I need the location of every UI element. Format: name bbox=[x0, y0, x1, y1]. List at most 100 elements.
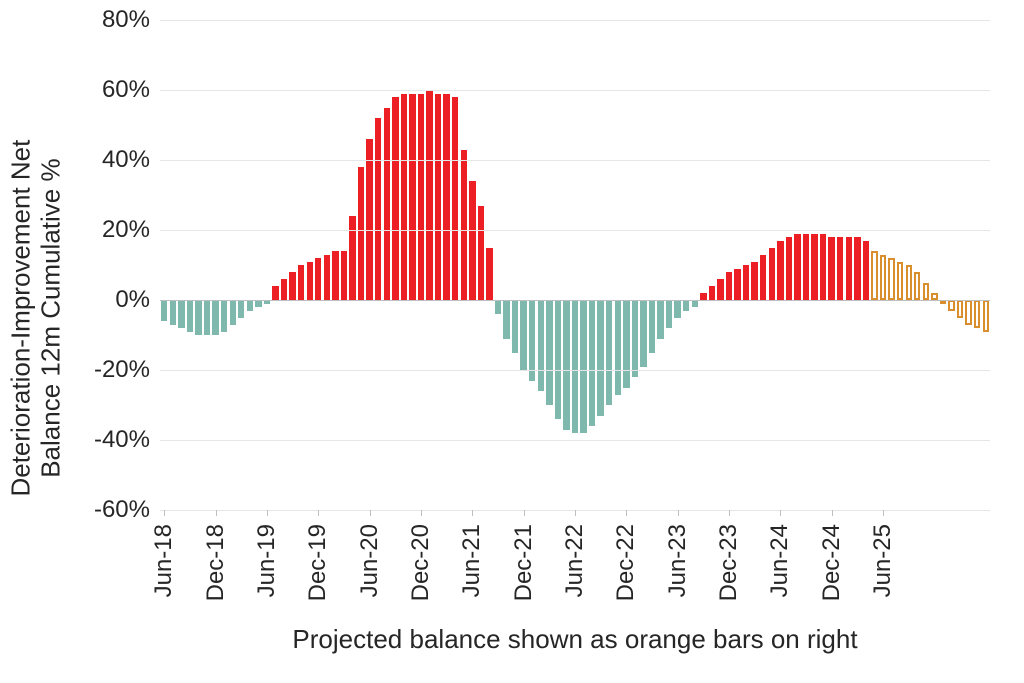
bar-negative bbox=[555, 300, 561, 419]
bar-negative bbox=[195, 300, 201, 335]
gridline bbox=[160, 20, 990, 21]
bar-positive bbox=[709, 286, 715, 300]
bar-layer bbox=[160, 20, 990, 510]
bar-positive bbox=[803, 234, 809, 301]
bar-positive bbox=[272, 286, 278, 300]
bar-negative bbox=[632, 300, 638, 377]
bar-negative bbox=[204, 300, 210, 335]
x-tick-label: Dec-24 bbox=[818, 524, 846, 601]
bar-negative bbox=[674, 300, 680, 318]
gridline bbox=[160, 90, 990, 91]
x-tick-mark bbox=[524, 510, 525, 516]
axis-baseline bbox=[160, 300, 990, 301]
bar-projected bbox=[983, 300, 989, 332]
x-tick-label: Jun-23 bbox=[664, 524, 692, 597]
bar-projected bbox=[871, 251, 877, 300]
bar-positive bbox=[315, 258, 321, 300]
bar-negative bbox=[589, 300, 595, 426]
x-tick-mark bbox=[780, 510, 781, 516]
bar-positive bbox=[751, 262, 757, 301]
x-tick-mark bbox=[832, 510, 833, 516]
bar-negative bbox=[666, 300, 672, 328]
bar-positive bbox=[435, 94, 441, 301]
bar-projected bbox=[965, 300, 971, 325]
bar-positive bbox=[478, 206, 484, 301]
x-tick-label: Jun-25 bbox=[869, 524, 897, 597]
bar-positive bbox=[760, 255, 766, 301]
bar-positive bbox=[443, 94, 449, 301]
bar-positive bbox=[298, 265, 304, 300]
bar-negative bbox=[572, 300, 578, 433]
gridline bbox=[160, 160, 990, 161]
bar-negative bbox=[520, 300, 526, 370]
bar-positive bbox=[358, 167, 364, 300]
bar-negative bbox=[606, 300, 612, 405]
bar-projected bbox=[931, 293, 937, 300]
bar-negative bbox=[657, 300, 663, 339]
bar-negative bbox=[640, 300, 646, 367]
bar-positive bbox=[281, 279, 287, 300]
x-tick-label: Dec-19 bbox=[304, 524, 332, 601]
y-axis-label-line1: Deterioration-Improvement Net bbox=[6, 139, 36, 496]
bar-negative bbox=[529, 300, 535, 381]
bar-projected bbox=[974, 300, 980, 328]
bar-projected bbox=[957, 300, 963, 318]
bar-positive bbox=[743, 265, 749, 300]
bar-negative bbox=[161, 300, 167, 321]
bar-negative bbox=[649, 300, 655, 353]
bar-positive bbox=[461, 150, 467, 301]
gridline bbox=[160, 370, 990, 371]
bar-positive bbox=[392, 97, 398, 300]
y-tick-label: 40% bbox=[102, 146, 160, 174]
bar-negative bbox=[692, 300, 698, 307]
bar-projected bbox=[914, 272, 920, 300]
x-tick-label: Jun-24 bbox=[766, 524, 794, 597]
bar-positive bbox=[375, 118, 381, 300]
bar-negative bbox=[546, 300, 552, 405]
x-tick-mark bbox=[421, 510, 422, 516]
bar-positive bbox=[769, 248, 775, 301]
bar-positive bbox=[846, 237, 852, 300]
y-tick-label: 20% bbox=[102, 216, 160, 244]
y-tick-label: -60% bbox=[94, 496, 160, 524]
bar-positive bbox=[341, 251, 347, 300]
bar-projected bbox=[948, 300, 954, 311]
bar-negative bbox=[563, 300, 569, 430]
chart-container: Deterioration-Improvement Net Balance 12… bbox=[0, 0, 1024, 683]
x-tick-label: Dec-21 bbox=[510, 524, 538, 601]
bar-positive bbox=[426, 90, 432, 300]
x-tick-mark bbox=[267, 510, 268, 516]
bar-positive bbox=[384, 108, 390, 301]
bar-positive bbox=[469, 181, 475, 300]
bar-positive bbox=[863, 241, 869, 301]
y-axis-label-line2: Balance 12m Cumulative % bbox=[36, 158, 66, 477]
x-axis-title: Projected balance shown as orange bars o… bbox=[292, 624, 857, 655]
x-tick-label: Jun-22 bbox=[561, 524, 589, 597]
bar-positive bbox=[854, 237, 860, 300]
bar-positive bbox=[726, 272, 732, 300]
x-tick-label: Jun-19 bbox=[253, 524, 281, 597]
bar-positive bbox=[717, 279, 723, 300]
bar-projected bbox=[888, 258, 894, 300]
bar-negative bbox=[170, 300, 176, 325]
x-tick-mark bbox=[370, 510, 371, 516]
bar-positive bbox=[777, 241, 783, 301]
bar-positive bbox=[289, 272, 295, 300]
x-tick-mark bbox=[575, 510, 576, 516]
bar-positive bbox=[734, 269, 740, 301]
x-tick-mark bbox=[883, 510, 884, 516]
y-axis-label: Deterioration-Improvement Net Balance 12… bbox=[7, 139, 67, 496]
y-tick-label: 80% bbox=[102, 6, 160, 34]
x-tick-mark bbox=[216, 510, 217, 516]
bar-positive bbox=[307, 262, 313, 301]
bar-positive bbox=[811, 234, 817, 301]
bar-positive bbox=[820, 234, 826, 301]
x-tick-label: Dec-22 bbox=[612, 524, 640, 601]
bar-positive bbox=[786, 237, 792, 300]
bar-negative bbox=[503, 300, 509, 339]
bar-positive bbox=[828, 237, 834, 300]
x-tick-label: Jun-21 bbox=[458, 524, 486, 597]
bar-positive bbox=[409, 94, 415, 301]
x-tick-mark bbox=[318, 510, 319, 516]
gridline bbox=[160, 440, 990, 441]
